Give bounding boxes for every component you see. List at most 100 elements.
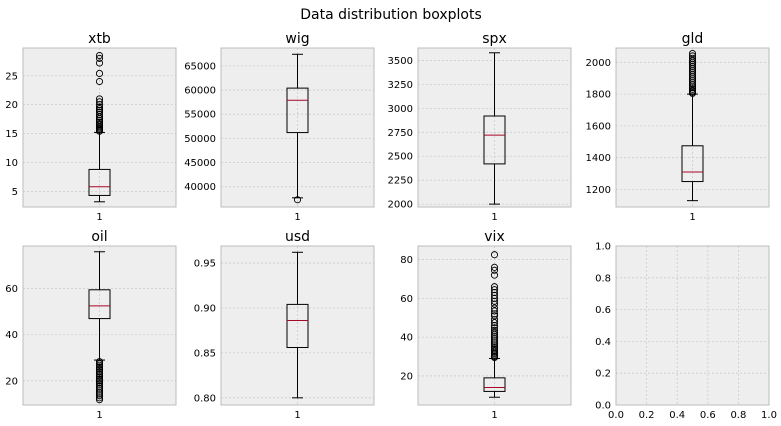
outlier-point [490,304,499,312]
outlier-point [490,344,499,352]
outlier-point [95,77,104,86]
y-tick-label: 40 [5,330,18,341]
y-tick-label: 2750 [388,128,413,139]
subplot-usd: 0.80 0.85 0.90 0.95 1 usd [194,229,375,421]
y-tick-label: 60000 [184,86,216,97]
outlier-point [688,52,697,60]
subplot-title: vix [484,229,504,245]
x-tick-label: 1 [689,212,695,223]
box [286,303,309,349]
y-tick-label: 15 [5,129,18,140]
axes-frame [615,245,770,406]
x-tick-label: 1 [96,410,102,421]
y-tick-label: 1400 [586,153,611,164]
outlier-point [95,54,104,62]
box [681,145,704,183]
subplot-gld: 1200 1400 1600 1800 2000 1 gld [586,31,770,223]
outlier-point [688,50,697,58]
outlier-point [95,51,104,60]
subplot-oil: 20 40 60 1 oil [5,229,177,421]
y-tick-label: 2000 [388,200,413,211]
y-tick-label: 50000 [184,134,216,145]
subplot-title: gld [682,31,704,47]
subplot-spx: 2000 2250 2500 2750 3000 3250 3500 1 spx [388,31,572,223]
axes-background [23,48,176,207]
outlier-point [293,196,302,204]
y-tick-label: 55000 [184,110,216,121]
box [483,377,506,392]
x-tick-label: 1 [294,212,300,223]
outlier-point [95,59,104,67]
x-tick-label: 0.0 [608,410,624,421]
y-tick-label: 0.6 [595,305,611,316]
outlier-point [490,271,499,279]
axes-frame [22,245,177,406]
outlier-point [95,396,104,404]
y-tick-label: 40000 [184,182,216,193]
y-tick-label: 0.2 [595,369,611,380]
outlier-point [490,326,499,334]
y-tick-label: 1200 [586,185,611,196]
outlier-point [95,361,104,369]
x-tick-label: 1.0 [761,410,777,421]
y-tick-label: 80 [400,255,413,266]
axes-frame [417,245,572,406]
axes-frame [615,47,770,208]
subplot-title: usd [285,229,310,245]
y-tick-label: 1800 [586,90,611,101]
y-tick-label: 60 [400,294,413,305]
y-tick-label: 25 [5,71,18,82]
y-tick-label: 2250 [388,176,413,187]
outlier-point [95,103,104,111]
y-tick-label: 20 [5,376,18,387]
y-tick-label: 45000 [184,158,216,169]
y-tick-label: 1600 [586,121,611,132]
y-tick-label: 10 [5,158,18,169]
outlier-point [95,98,104,106]
outlier-point [688,54,697,62]
y-tick-label: 5 [12,187,18,198]
outlier-point [490,266,499,274]
subplot-wig: 40000 45000 50000 55000 60000 65000 1 wig [184,31,375,223]
x-tick-label: 1 [96,212,102,223]
x-tick-label: 1 [491,212,497,223]
y-tick-label: 20 [400,371,413,382]
outlier-point [490,251,499,259]
y-tick-label: 3500 [388,56,413,67]
y-tick-label: 0.85 [194,348,216,359]
subplot-title: wig [285,31,309,47]
subplot-title: spx [482,31,506,47]
y-tick-label: 0.4 [595,337,611,348]
y-tick-label: 2500 [388,152,413,163]
outlier-point [95,105,104,113]
outlier-point [95,392,104,400]
outlier-point [490,307,499,315]
axes-frame [22,47,177,208]
outlier-point [95,118,104,126]
outlier-point [490,286,499,294]
box [88,289,111,320]
x-tick-label: 0.2 [639,410,655,421]
outlier-point [95,373,104,381]
y-tick-label: 3250 [388,80,413,91]
y-tick-label: 0.8 [595,273,611,284]
outlier-point [490,324,499,332]
axes-background [616,246,769,405]
axes-frame [220,245,375,406]
x-tick-label: 0.6 [700,410,716,421]
y-tick-label: 20 [5,100,18,111]
subplot-title: xtb [88,31,111,47]
x-tick-label: 0.4 [669,410,685,421]
box [483,115,506,165]
figure-title: Data distribution boxplots [300,7,482,23]
outlier-point [95,377,104,385]
subplot-vix: 20 40 60 80 1 vix [400,229,572,421]
y-tick-label: 2000 [586,58,611,69]
y-tick-label: 0.80 [194,393,216,404]
box [88,168,111,196]
outlier-point [95,366,104,374]
y-tick-label: 0.0 [595,401,611,412]
subplot-empty: 0.0 0.2 0.4 0.6 0.8 1.0 0.0 0.2 0.4 0.6 0.8 1.0 [595,242,777,422]
outlier-point [95,394,104,402]
